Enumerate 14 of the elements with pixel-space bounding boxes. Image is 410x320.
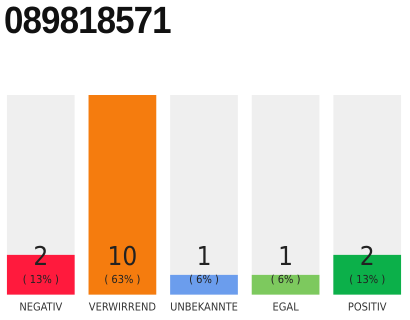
- x-tick-label: UNBEKANNTE: [170, 300, 238, 314]
- x-tick-label: EGAL: [272, 300, 300, 314]
- x-tick-label: POSITIV: [348, 300, 387, 314]
- chart-title: 089818571: [4, 0, 171, 43]
- x-tick-label: NEGATIV: [19, 300, 63, 314]
- annotation: ( 6% ): [270, 272, 301, 286]
- data-label: 10: [108, 242, 138, 272]
- annotation: ( 63% ): [104, 272, 141, 286]
- x-tick-label: VERWIRREND: [88, 300, 156, 314]
- annotation: ( 13% ): [22, 272, 59, 286]
- annotation: ( 6% ): [189, 272, 219, 286]
- annotation: ( 13% ): [349, 272, 386, 286]
- data-label: 1: [196, 242, 212, 272]
- data-label: 1: [278, 242, 294, 272]
